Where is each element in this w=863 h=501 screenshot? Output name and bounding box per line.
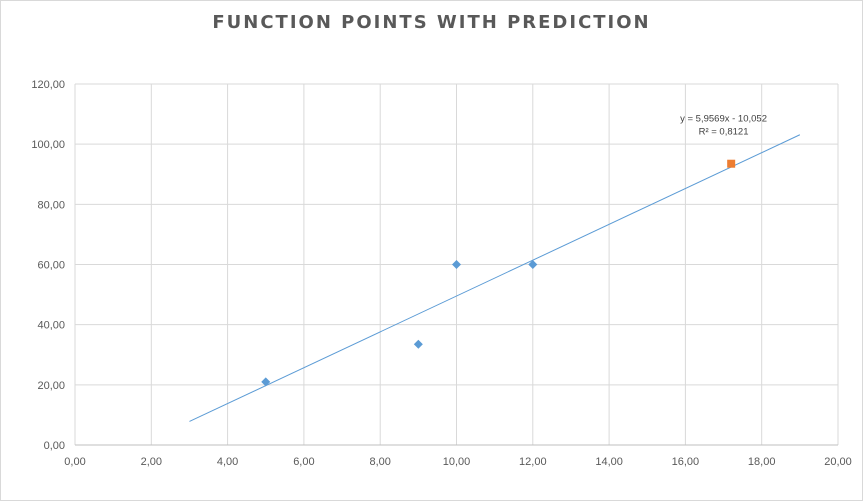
- x-tick-label: 14,00: [595, 456, 623, 468]
- trendline-equation: y = 5,9569x - 10,052: [680, 114, 767, 125]
- y-tick-label: 100,00: [31, 139, 65, 151]
- data-point-diamond: [261, 377, 271, 387]
- x-tick-label: 16,00: [672, 456, 700, 468]
- data-point-diamond: [528, 260, 538, 269]
- y-tick-label: 120,00: [31, 79, 65, 91]
- y-tick-label: 40,00: [37, 320, 65, 332]
- chart-title: FUNCTION POINTS WITH PREDICTION: [212, 12, 651, 33]
- x-tick-label: 10,00: [443, 456, 471, 468]
- x-tick-label: 20,00: [824, 456, 852, 468]
- data-point-square: [727, 159, 736, 168]
- data-point-diamond: [452, 260, 461, 269]
- x-tick-label: 6,00: [293, 456, 314, 468]
- y-tick-label: 20,00: [37, 380, 65, 392]
- x-tick-label: 4,00: [217, 456, 238, 468]
- y-tick-label: 0,00: [44, 440, 65, 452]
- x-tick-label: 18,00: [748, 456, 776, 468]
- x-tick-label: 2,00: [141, 456, 162, 468]
- x-tick-label: 8,00: [369, 456, 390, 468]
- data-point-diamond: [413, 339, 423, 349]
- trendline: [189, 134, 801, 422]
- y-tick-label: 60,00: [37, 260, 65, 272]
- y-tick-label: 80,00: [37, 199, 65, 211]
- x-tick-label: 0,00: [64, 456, 85, 468]
- x-tick-label: 12,00: [519, 456, 547, 468]
- trendline-r-squared: R² = 0,8121: [699, 127, 749, 138]
